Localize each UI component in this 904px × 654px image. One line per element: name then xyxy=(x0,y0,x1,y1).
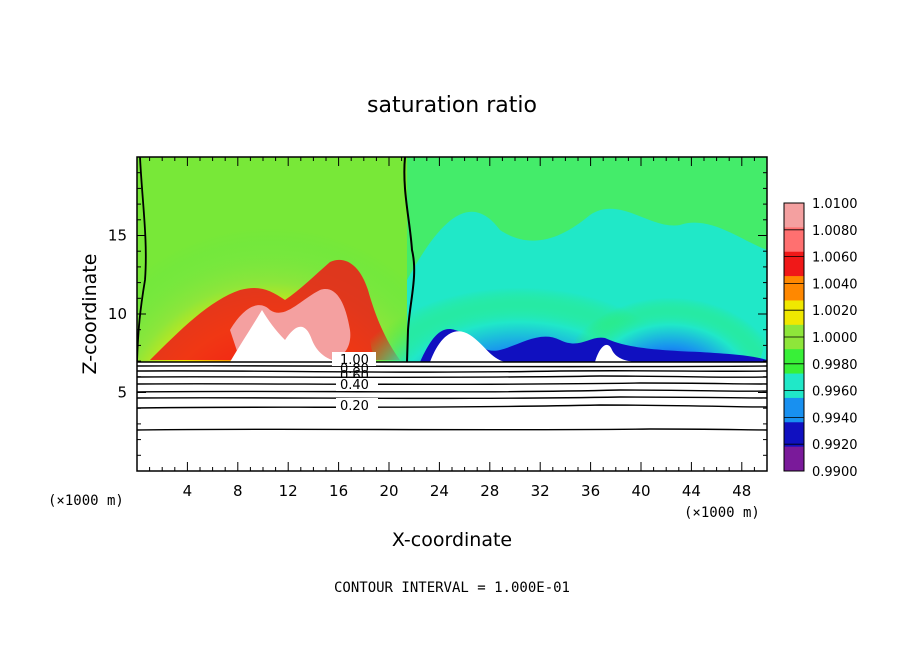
colorbar-swatch xyxy=(784,397,804,423)
colorbar-swatch xyxy=(784,276,804,301)
y-tick-label: 10 xyxy=(108,305,127,323)
colorbar-swatch xyxy=(784,203,804,228)
contour-line-0.90 xyxy=(137,365,767,368)
contour-interval-note: CONTOUR INTERVAL = 1.000E-01 xyxy=(334,580,570,596)
x-tick-label: 40 xyxy=(631,482,650,500)
colorbar-swatch xyxy=(784,227,804,253)
right-blue-base xyxy=(420,329,767,362)
masked-lower-region xyxy=(137,310,767,471)
contour-label-0.40: 0.40 xyxy=(340,378,369,393)
y-tick-label: 5 xyxy=(117,384,127,402)
colorbar-label: 1.0080 xyxy=(812,224,858,239)
x-unit-label: (×1000 m) xyxy=(684,505,760,521)
colorbar-label: 1.0060 xyxy=(812,251,858,266)
y-tick-label: 15 xyxy=(108,227,127,245)
x-tick-label: 48 xyxy=(732,482,751,500)
colorbar-label: 1.0100 xyxy=(812,197,858,212)
y-axis-title: Z-coordinate xyxy=(79,254,101,375)
colorbar-label: 1.0020 xyxy=(812,304,858,319)
x-tick-label: 24 xyxy=(430,482,449,500)
y-unit-label: (×1000 m) xyxy=(48,493,124,509)
colorbar-swatch xyxy=(784,422,804,448)
x-tick-label: 4 xyxy=(183,482,193,500)
contour-line-0.20 xyxy=(137,404,767,409)
contour-line-0.40 xyxy=(137,389,767,393)
x-tick-label: 28 xyxy=(480,482,499,500)
x-tick-label: 12 xyxy=(279,482,298,500)
contour-label-0.80: 0.80 xyxy=(340,362,369,377)
colorbar-label: 1.0040 xyxy=(812,277,858,292)
colorbar-swatch xyxy=(784,349,804,375)
colorbar: 1.0100 1.0080 1.0060 1.0040 1.0020 1.0000 0.99… xyxy=(783,197,858,480)
x-tick-label: 16 xyxy=(329,482,348,500)
x-tick-label: 44 xyxy=(682,482,701,500)
plot-area: 1.00 0.80 0.60 0.40 0.20 xyxy=(137,157,767,471)
colorbar-label: 0.9920 xyxy=(812,438,858,453)
x-tick-label: 32 xyxy=(531,482,550,500)
contour-line-unity-boundary xyxy=(403,157,416,363)
contour-line-0.30 xyxy=(137,396,767,400)
contour-line-0.60 xyxy=(137,375,767,379)
x-axis: 4 8 12 16 20 24 28 32 36 40 44 48 xyxy=(149,157,755,500)
colorbar-label: 0.9900 xyxy=(812,465,858,480)
colorbar-swatch xyxy=(784,251,804,277)
contour-label-1.00: 1.00 xyxy=(340,353,369,368)
x-tick-label: 36 xyxy=(581,482,600,500)
y-axis: 5 10 15 xyxy=(108,172,767,456)
x-axis-title: X-coordinate xyxy=(392,529,512,551)
colorbar-label: 0.9960 xyxy=(812,385,858,400)
colorbar-label: 0.9940 xyxy=(812,411,858,426)
contour-line-0.10 xyxy=(137,428,767,431)
contour-line-0.80 xyxy=(137,370,767,373)
colorbar-swatch xyxy=(784,446,804,472)
x-tick-label: 8 xyxy=(233,482,243,500)
x-tick-label: 20 xyxy=(379,482,398,500)
colorbar-label: 1.0000 xyxy=(812,331,858,346)
chart-title: saturation ratio xyxy=(367,93,537,118)
contour-line-left-edge xyxy=(137,157,147,363)
colorbar-swatch xyxy=(784,300,804,326)
colorbar-swatch xyxy=(784,373,804,399)
contour-label-0.20: 0.20 xyxy=(340,399,369,414)
contour-line-0.50 xyxy=(137,382,767,386)
colorbar-label: 0.9980 xyxy=(812,358,858,373)
contour-lines xyxy=(137,361,767,431)
